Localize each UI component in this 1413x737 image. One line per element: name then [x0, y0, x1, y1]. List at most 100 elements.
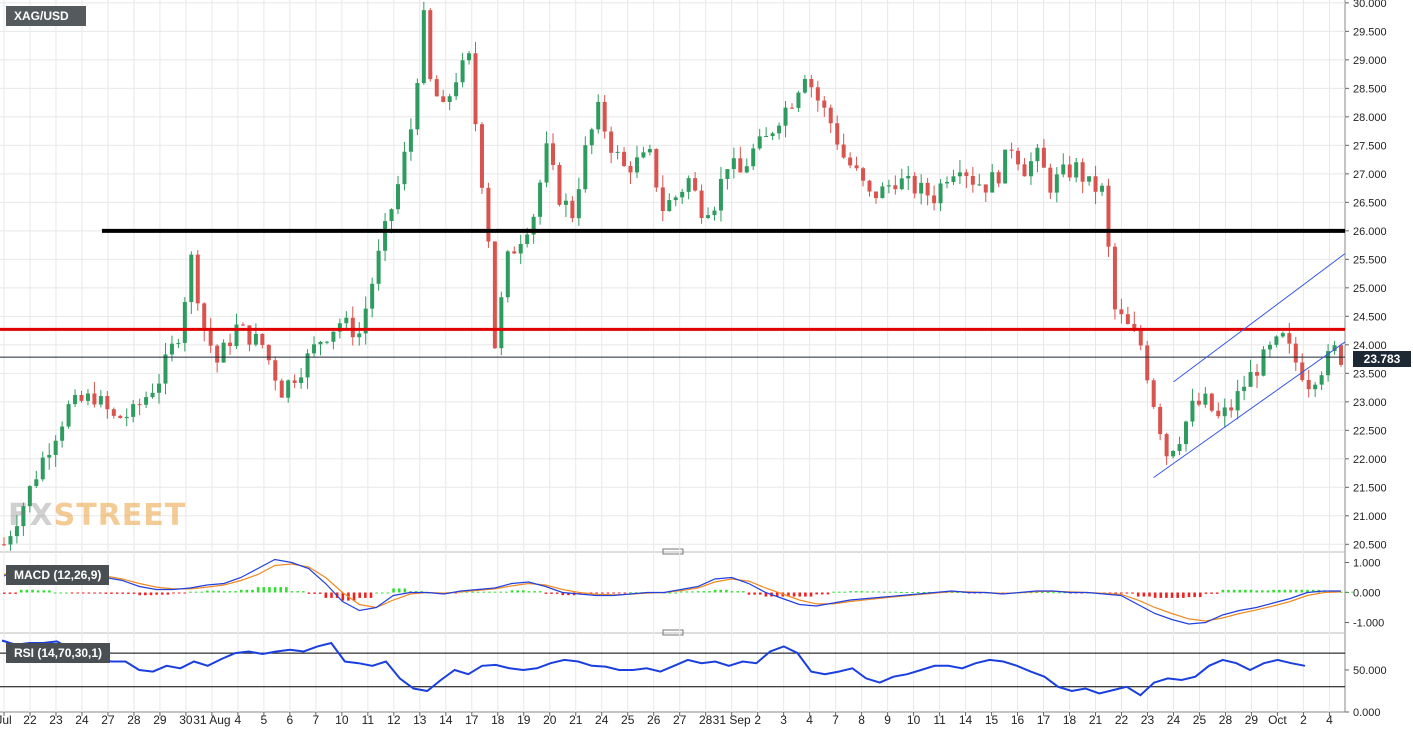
macd-y-tick-label: 0.000 [1353, 588, 1381, 600]
macd-histogram-bar [476, 591, 480, 593]
candle-body [60, 426, 65, 441]
candle-body [428, 10, 433, 80]
macd-histogram-bar [183, 592, 187, 594]
candle-body [1119, 309, 1124, 315]
candle-body [324, 341, 329, 343]
macd-histogram-bar [256, 587, 260, 593]
macd-histogram-bar [48, 590, 51, 593]
candle-body [505, 251, 510, 298]
y-tick-label: 27.000 [1353, 169, 1387, 181]
candle-body [848, 157, 853, 166]
candle-body [1125, 314, 1130, 324]
x-tick-label: Oct [1268, 713, 1287, 727]
candle-body [983, 184, 988, 193]
macd-histogram-bar [1170, 592, 1174, 598]
macd-histogram-bar [454, 592, 457, 594]
macd-histogram-bar [1131, 592, 1134, 594]
candle-body [712, 210, 717, 216]
macd-histogram-bar [268, 587, 271, 593]
candle-body [822, 100, 827, 108]
macd-histogram-bar [674, 592, 677, 594]
macd-histogram-bar [471, 591, 474, 593]
x-tick-label: 24 [75, 713, 89, 727]
candle-body [415, 83, 420, 130]
candle-body [1229, 407, 1234, 411]
candle-body [1041, 147, 1046, 168]
candle-body [525, 234, 530, 244]
candle-body [951, 176, 956, 182]
macd-histogram-bar [375, 592, 378, 594]
macd-histogram-bar [330, 592, 333, 598]
candle-body [667, 200, 672, 212]
candle-body [1177, 444, 1182, 452]
candle-body [34, 479, 39, 487]
candle-body [1067, 164, 1072, 178]
candle-body [1048, 167, 1053, 193]
candle-body [479, 124, 484, 188]
macd-y-tick-label: 1.000 [1353, 558, 1381, 570]
macd-histogram-bar [1148, 592, 1151, 597]
macd-histogram-bar [916, 591, 920, 593]
x-tick-label: 27 [673, 713, 687, 727]
candle-body [1035, 147, 1040, 162]
macd-histogram-bar [19, 589, 23, 593]
macd-histogram-bar [1029, 592, 1033, 594]
macd-histogram-bar [386, 592, 390, 594]
candle-body [376, 250, 381, 284]
macd-histogram-bar [708, 591, 711, 593]
macd-histogram-bar [691, 591, 694, 593]
x-tick-label: 13 [413, 713, 427, 727]
macd-histogram-bar [956, 591, 959, 593]
macd-histogram-bar [1261, 590, 1264, 593]
candle-body [221, 342, 226, 363]
rsi-y-tick-label: 0.000 [1353, 707, 1381, 719]
x-tick-label: 11 [933, 713, 946, 727]
candle-body [124, 416, 129, 419]
macd-histogram-bar [742, 591, 745, 593]
channel-upper-line [1173, 253, 1346, 383]
candle-body [163, 354, 168, 384]
candle-body [1274, 336, 1279, 345]
candle-body [641, 152, 646, 158]
y-tick-label: 24.500 [1353, 311, 1387, 323]
candle-body [783, 107, 788, 126]
macd-histogram-bar [273, 587, 277, 593]
candle-body [899, 178, 904, 190]
macd-histogram-bar [1221, 589, 1225, 593]
candle-body [247, 325, 252, 345]
candle-body [253, 333, 258, 345]
candle-body [628, 165, 633, 173]
candle-body [1164, 434, 1169, 457]
candle-body [47, 454, 52, 458]
macd-histogram-bar [8, 592, 12, 594]
macd-histogram-bar [1345, 591, 1349, 593]
macd-histogram-bar [262, 587, 266, 593]
candle-body [777, 125, 782, 134]
macd-histogram-bar [1057, 592, 1061, 594]
macd-histogram-bar [155, 592, 158, 595]
candle-body [402, 151, 407, 185]
candle-body [441, 96, 446, 102]
candle-body [1009, 149, 1014, 151]
panel-resize-handle [662, 629, 684, 636]
y-tick-label: 27.500 [1353, 140, 1387, 152]
macd-histogram-bar [279, 587, 283, 593]
macd-histogram-bar [1193, 592, 1196, 598]
macd-histogram-bar [1289, 589, 1292, 593]
candle-body [557, 164, 562, 205]
x-tick-label: 29 [153, 713, 167, 727]
macd-histogram-bar [787, 592, 790, 597]
candle-body [751, 148, 756, 167]
candle-body [21, 506, 26, 527]
candle-body [990, 172, 995, 193]
candle-body [912, 175, 917, 194]
macd-histogram-bar [76, 592, 79, 594]
candle-body [305, 353, 310, 378]
macd-histogram-bar [380, 592, 384, 594]
candle-body [357, 333, 362, 338]
candle-body [447, 96, 452, 102]
macd-histogram-bar [736, 591, 739, 593]
macd-histogram-bar [206, 590, 209, 593]
candle-body [105, 396, 110, 410]
macd-histogram-bar [301, 591, 305, 593]
